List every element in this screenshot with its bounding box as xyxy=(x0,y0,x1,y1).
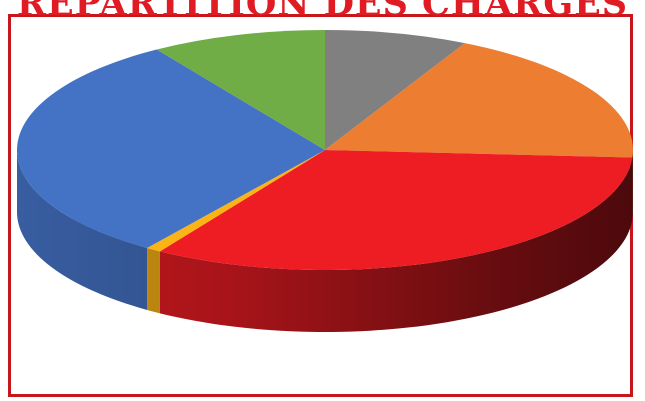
pie-tops xyxy=(17,30,633,270)
pie-slice-3 xyxy=(147,150,325,252)
pie-slice-5 xyxy=(156,30,325,150)
pie-slice-side-3 xyxy=(147,247,160,314)
pie-slice-side-2 xyxy=(159,157,633,332)
pie-sides xyxy=(17,150,633,332)
pie-slice-side-1 xyxy=(632,150,633,220)
pie-slice-0 xyxy=(325,30,465,150)
chart-title: RÉPARTITION DES CHARGES xyxy=(16,0,629,24)
pie-slice-2 xyxy=(159,150,633,270)
pie-slice-side-4 xyxy=(17,150,148,310)
pie-slice-4 xyxy=(17,49,326,248)
pie-slice-1 xyxy=(325,43,633,158)
